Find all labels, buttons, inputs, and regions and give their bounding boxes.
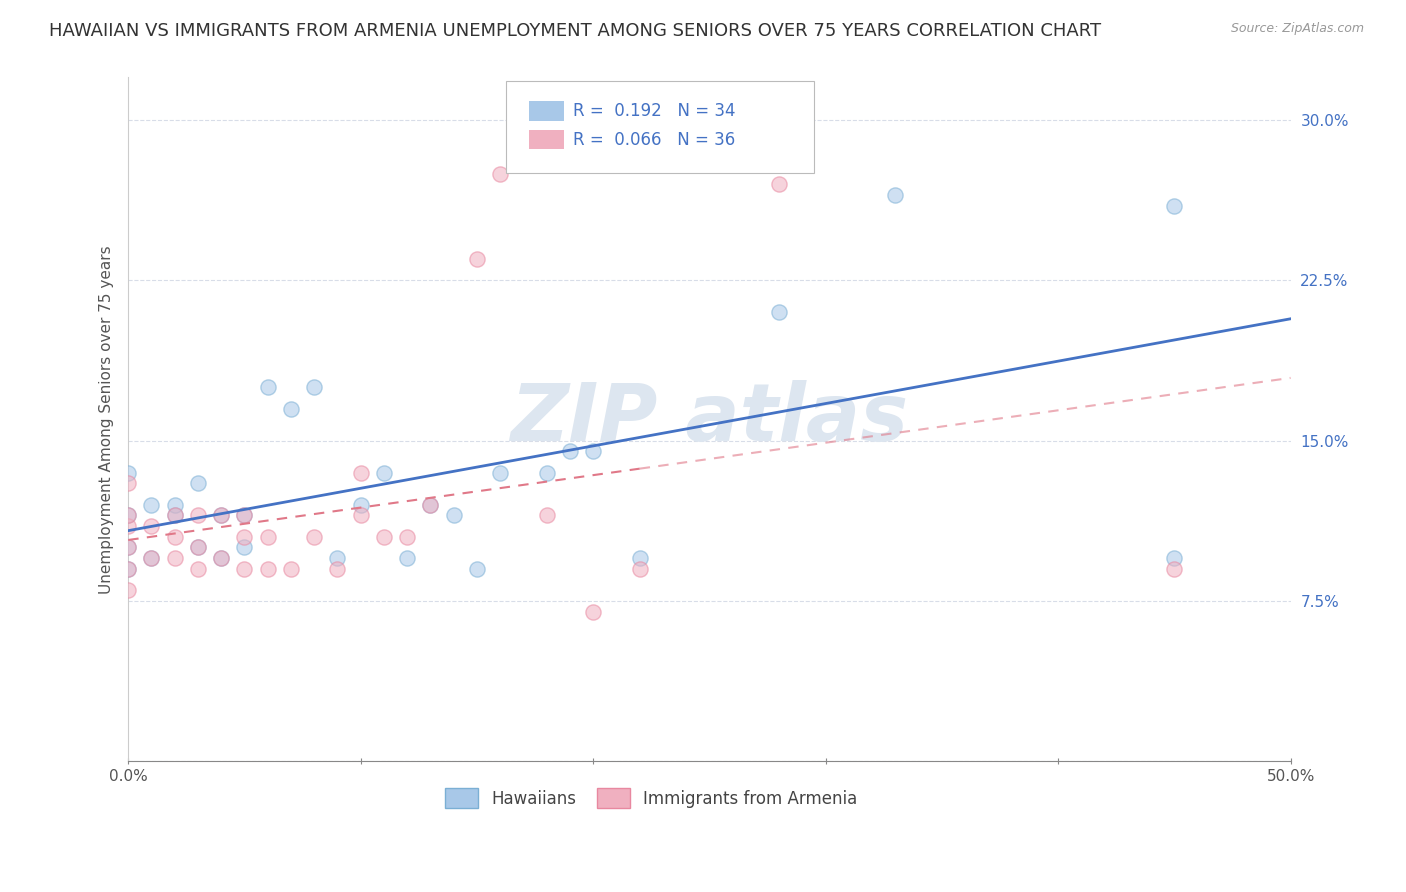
Point — [163, 530, 186, 544]
Point — [117, 583, 139, 598]
Point — [163, 508, 186, 523]
Point — [187, 541, 209, 555]
Point — [233, 508, 256, 523]
Point — [187, 562, 209, 576]
Point — [209, 508, 232, 523]
Point — [373, 530, 395, 544]
Point — [558, 444, 581, 458]
Text: R =  0.192   N = 34: R = 0.192 N = 34 — [574, 102, 735, 120]
Point — [396, 530, 419, 544]
Point — [1163, 562, 1185, 576]
Point — [302, 380, 325, 394]
Point — [163, 551, 186, 566]
Point — [117, 476, 139, 491]
Point — [768, 178, 790, 192]
Point — [141, 498, 163, 512]
Point — [280, 401, 302, 416]
Point — [163, 508, 186, 523]
Point — [326, 551, 349, 566]
Point — [117, 541, 139, 555]
Point — [396, 551, 419, 566]
Point — [233, 541, 256, 555]
Text: Source: ZipAtlas.com: Source: ZipAtlas.com — [1230, 22, 1364, 36]
Point — [582, 444, 605, 458]
Point — [582, 605, 605, 619]
Point — [117, 508, 139, 523]
Point — [141, 519, 163, 533]
Point — [117, 466, 139, 480]
Point — [489, 466, 512, 480]
Legend: Hawaiians, Immigrants from Armenia: Hawaiians, Immigrants from Armenia — [439, 781, 865, 814]
Point — [233, 562, 256, 576]
Point — [536, 508, 558, 523]
Point — [884, 188, 907, 202]
Point — [117, 519, 139, 533]
FancyBboxPatch shape — [529, 130, 564, 149]
Point — [536, 466, 558, 480]
Point — [117, 508, 139, 523]
Point — [256, 562, 278, 576]
Point — [256, 380, 278, 394]
Text: HAWAIIAN VS IMMIGRANTS FROM ARMENIA UNEMPLOYMENT AMONG SENIORS OVER 75 YEARS COR: HAWAIIAN VS IMMIGRANTS FROM ARMENIA UNEM… — [49, 22, 1101, 40]
Point — [233, 530, 256, 544]
Point — [373, 466, 395, 480]
Point — [163, 498, 186, 512]
Point — [280, 562, 302, 576]
Point — [350, 508, 373, 523]
Point — [1163, 199, 1185, 213]
Point — [256, 530, 278, 544]
Point — [141, 551, 163, 566]
Point — [187, 508, 209, 523]
Point — [302, 530, 325, 544]
Point — [187, 476, 209, 491]
Y-axis label: Unemployment Among Seniors over 75 years: Unemployment Among Seniors over 75 years — [100, 245, 114, 593]
Text: ZIP atlas: ZIP atlas — [510, 380, 908, 458]
FancyBboxPatch shape — [529, 102, 564, 120]
Point — [1163, 551, 1185, 566]
FancyBboxPatch shape — [506, 81, 814, 173]
Point — [117, 562, 139, 576]
Point — [326, 562, 349, 576]
Point — [209, 508, 232, 523]
Point — [465, 252, 488, 266]
Point — [419, 498, 441, 512]
Point — [187, 541, 209, 555]
Text: R =  0.066   N = 36: R = 0.066 N = 36 — [574, 130, 735, 149]
Point — [768, 305, 790, 319]
Point — [465, 562, 488, 576]
Point — [209, 551, 232, 566]
Point — [117, 562, 139, 576]
Point — [209, 551, 232, 566]
Point — [350, 498, 373, 512]
Point — [233, 508, 256, 523]
Point — [628, 551, 651, 566]
Point — [117, 541, 139, 555]
Point — [141, 551, 163, 566]
Point — [419, 498, 441, 512]
Point — [628, 562, 651, 576]
Point — [443, 508, 465, 523]
Point — [489, 167, 512, 181]
Point — [350, 466, 373, 480]
